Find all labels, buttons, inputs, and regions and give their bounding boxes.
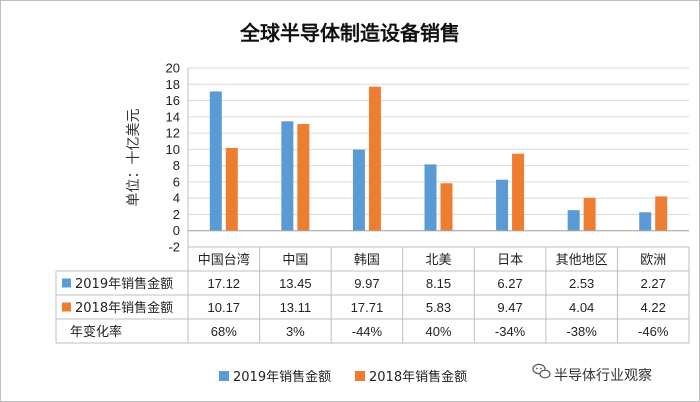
table-cell: -34% [495, 324, 526, 339]
category-label: 中国 [282, 253, 308, 268]
bar-2018 [297, 124, 310, 231]
table-row-label: 2018年销售金额 [75, 300, 173, 316]
table-cell: -44% [352, 324, 383, 339]
table-legend-key [62, 278, 71, 288]
bar-2019 [567, 210, 580, 231]
bar-2018 [583, 197, 596, 231]
legend-label: 2019年销售金额 [233, 369, 331, 385]
y-tick-label: 10 [166, 142, 180, 157]
table-cell: 4.04 [569, 300, 594, 315]
bar-2018 [368, 86, 381, 231]
y-tick-label: 0 [173, 223, 180, 238]
legend-label: 2018年销售金额 [369, 369, 467, 385]
bar-2019 [424, 164, 437, 231]
category-label: 欧洲 [640, 253, 666, 268]
table-cell: 17.71 [351, 300, 384, 315]
y-tick-label: 8 [173, 158, 180, 173]
table-row-label: 2019年销售金额 [75, 276, 173, 292]
bar-2019 [281, 121, 294, 231]
wechat-icon [532, 363, 551, 379]
table-cell: 13.45 [279, 276, 312, 291]
table-cell: 6.27 [497, 276, 522, 291]
y-tick-label: 6 [173, 174, 180, 189]
y-tick-label: 18 [166, 77, 180, 92]
category-label: 日本 [497, 253, 523, 268]
y-tick-label: 20 [166, 61, 180, 76]
gridlines [188, 67, 689, 248]
y-tick-label: -2 [168, 240, 180, 255]
category-label: 其他地区 [556, 253, 608, 268]
category-label: 韩国 [354, 253, 380, 268]
chart-title: 全球半导体制造设备销售 [239, 21, 460, 45]
legend-key [219, 371, 229, 381]
data-table: 中国台湾 中国 韩国 北美 日本 其他地区 欧洲 2019年销售金额 17.12 13.45 9.9… [55, 246, 690, 344]
table-legend-key [62, 302, 71, 312]
bar-2019 [352, 149, 365, 231]
bar-2019 [209, 91, 222, 231]
bar-2018 [512, 153, 525, 231]
y-tick-label: 14 [166, 109, 180, 124]
y-tick-label: 12 [166, 126, 180, 141]
table-cell: 40% [425, 324, 451, 339]
watermark-text: 半导体行业观察 [554, 367, 652, 384]
table-cell: 10.17 [208, 300, 241, 315]
table-cell: -38% [566, 324, 597, 339]
bar-2018 [225, 147, 238, 231]
table-cell: 8.15 [426, 276, 451, 291]
table-cell: 13.11 [280, 300, 312, 315]
y-tick-label: 2 [173, 207, 180, 222]
table-row-label: 年变化率 [70, 324, 122, 340]
bar-2018 [440, 183, 453, 231]
table-cell: 4.22 [641, 300, 666, 315]
y-tick-label: 16 [166, 93, 180, 108]
bars [209, 86, 668, 231]
table-cell: 17.12 [208, 276, 241, 291]
category-label: 北美 [425, 253, 451, 268]
legend: 2019年销售金额 2018年销售金额 [219, 369, 467, 385]
table-cell: -46% [638, 324, 669, 339]
legend-key [355, 371, 365, 381]
y-axis-label: 单位：十亿美元 [126, 109, 142, 207]
bar-2019 [496, 179, 509, 231]
table-cell: 5.83 [426, 300, 451, 315]
bar-2018 [655, 196, 668, 231]
watermark: 半导体行业观察 [532, 363, 652, 384]
table-cell: 9.97 [354, 276, 379, 291]
table-cell: 2.27 [641, 276, 666, 291]
table-cell: 68% [211, 324, 237, 339]
bar-2019 [639, 212, 652, 231]
y-tick-label: 4 [173, 191, 180, 206]
category-label: 中国台湾 [198, 252, 250, 268]
table-cell: 2.53 [569, 276, 594, 291]
table-cell: 3% [286, 324, 305, 339]
table-cell: 9.47 [497, 300, 522, 315]
